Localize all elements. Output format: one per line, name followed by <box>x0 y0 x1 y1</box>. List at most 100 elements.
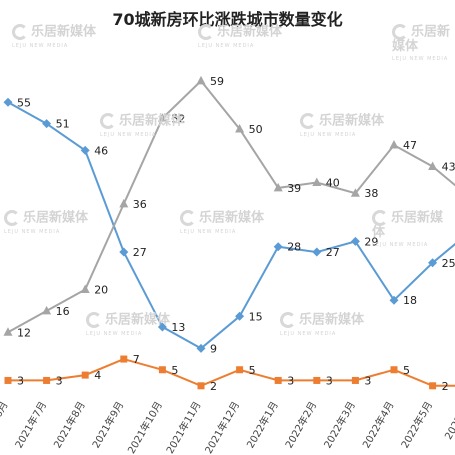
series-line-2 <box>8 358 455 387</box>
watermark: 乐居新媒体 LEJU NEW MEDIA <box>300 113 384 142</box>
data-label: 52 <box>171 112 185 125</box>
watermark: 乐居新媒体 LEJU NEW MEDIA <box>180 210 264 239</box>
data-label: 51 <box>56 118 70 131</box>
x-tick-label: 2021年12月 <box>202 399 242 455</box>
data-label: 3 <box>326 374 333 387</box>
series-2-point-11 <box>429 382 437 390</box>
data-label: 50 <box>249 123 263 136</box>
series-0-point-1 <box>42 119 52 129</box>
watermark-brand: 乐居新媒体 <box>23 210 89 226</box>
watermark-logo-icon <box>372 210 388 226</box>
watermark-logo-icon <box>12 24 28 40</box>
data-label: 47 <box>403 139 417 152</box>
data-label: 5 <box>171 364 178 377</box>
watermark-sub: LEJU NEW MEDIA <box>4 229 61 235</box>
data-label: 3 <box>364 374 371 387</box>
watermark-brand: 乐居新媒体 <box>31 24 97 40</box>
data-label: 9 <box>210 342 217 355</box>
series-0-point-2 <box>80 145 90 155</box>
series-1-point-9 <box>350 188 360 197</box>
data-label: 36 <box>133 198 147 211</box>
data-label: 7 <box>133 353 140 366</box>
data-label: 29 <box>364 235 378 248</box>
data-label: 2 <box>442 380 449 393</box>
data-label: 5 <box>249 364 256 377</box>
watermark-brand: 乐居新媒体 <box>119 113 185 129</box>
series-1-point-2 <box>80 284 90 293</box>
data-label: 20 <box>94 284 108 297</box>
series-0-point-3 <box>119 247 129 257</box>
watermark-brand: 乐居新媒体 <box>199 210 265 226</box>
watermark: 乐居新媒体 LEJU NEW MEDIA <box>12 24 96 53</box>
watermark: 乐居新媒体 LEJU NEW MEDIA <box>392 24 455 66</box>
series-0-point-7 <box>273 242 283 252</box>
series-0-point-6 <box>235 311 245 321</box>
series-2-point-4 <box>158 366 166 374</box>
series-layer <box>3 75 455 390</box>
watermark-sub: LEJU NEW MEDIA <box>180 229 237 235</box>
series-2-point-7 <box>274 376 282 384</box>
data-label: 3 <box>56 374 63 387</box>
x-tick-label: 2022年5月 <box>398 399 435 450</box>
watermark: 乐居新媒体 LEJU NEW MEDIA <box>198 24 282 53</box>
data-label: 25 <box>442 257 455 270</box>
data-label: 39 <box>287 182 301 195</box>
data-label: 59 <box>210 75 224 88</box>
data-label: 27 <box>326 246 340 259</box>
series-2-point-0 <box>4 376 12 384</box>
x-tick-label: 2022年6 <box>442 399 455 442</box>
watermark-logo-icon <box>392 24 408 40</box>
x-tick-label: 2022年4月 <box>359 399 396 450</box>
watermark-sub: LEJU NEW MEDIA <box>12 43 69 49</box>
watermark-logo-icon <box>198 24 214 40</box>
data-label: 2 <box>210 380 217 393</box>
data-label: 16 <box>56 305 70 318</box>
series-2-point-8 <box>313 376 321 384</box>
series-2-point-9 <box>351 376 359 384</box>
watermark-brand: 乐居新媒体 <box>392 24 451 54</box>
x-tick-label: 2021年11月 <box>163 399 203 455</box>
series-1-point-6 <box>235 124 245 133</box>
watermark-logo-icon <box>86 312 102 328</box>
watermark-logo-icon <box>4 210 20 226</box>
data-label: 4 <box>94 369 101 382</box>
data-label: 3 <box>17 374 24 387</box>
watermark-sub: LEJU NEW MEDIA <box>86 331 143 337</box>
series-0-point-10 <box>389 295 399 305</box>
watermark: 乐居新媒体 LEJU NEW MEDIA <box>372 210 455 252</box>
data-label: 18 <box>403 294 417 307</box>
x-axis: 1年6月 2021年7月 2021年8月 2021年9月 2021年10月 2021年11… <box>0 399 455 455</box>
data-label: 28 <box>287 241 301 254</box>
data-label: 55 <box>17 96 31 109</box>
series-0-point-8 <box>312 247 322 257</box>
watermark: 乐居新媒体 LEJU NEW MEDIA <box>280 312 364 341</box>
label-layer: 5551462713915282729182531121620365259503… <box>17 75 455 393</box>
series-1-point-1 <box>42 305 52 315</box>
watermark-logo-icon <box>180 210 196 226</box>
watermark-sub: LEJU NEW MEDIA <box>100 132 157 138</box>
watermark-sub: LEJU NEW MEDIA <box>392 56 449 62</box>
series-0-point-9 <box>350 236 360 246</box>
x-tick-label: 2021年9月 <box>89 399 126 450</box>
series-2-point-1 <box>43 376 51 384</box>
series-1-point-8 <box>312 177 322 186</box>
series-0-point-5 <box>196 343 206 353</box>
chart-title: 70城新房环比涨跌城市数量变化 <box>112 10 343 29</box>
watermark-logo-icon <box>300 113 316 129</box>
series-2-point-2 <box>81 371 89 379</box>
x-tick-label: 2021年8月 <box>51 399 88 450</box>
watermark-brand: 乐居新媒体 <box>217 24 283 40</box>
watermark: 乐居新媒体 LEJU NEW MEDIA <box>100 113 184 142</box>
data-label: 15 <box>249 310 263 323</box>
data-label: 43 <box>442 160 455 173</box>
data-label: 27 <box>133 246 147 259</box>
series-1-point-0 <box>3 327 13 336</box>
watermark-brand: 乐居新媒体 <box>299 312 365 328</box>
data-label: 12 <box>17 326 31 339</box>
watermark-sub: LEJU NEW MEDIA <box>300 132 357 138</box>
watermark-logo-icon <box>100 113 116 129</box>
x-tick-label: 2022年1月 <box>244 399 281 450</box>
series-1-point-4 <box>157 113 167 122</box>
watermark-logo-icon <box>280 312 296 328</box>
